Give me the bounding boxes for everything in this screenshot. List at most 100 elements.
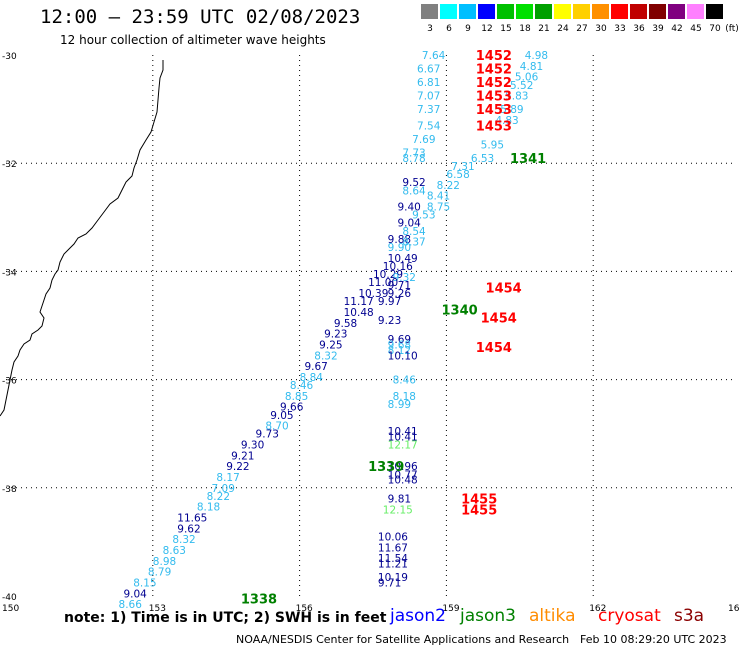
wave-height-label: 8.78 bbox=[402, 153, 425, 165]
wave-height-label: 9.26 bbox=[388, 288, 412, 300]
legend-note: note: 1) Time is in UTC; 2) SWH is in fe… bbox=[64, 610, 387, 626]
lon-tick-label: 153 bbox=[149, 604, 166, 614]
wave-height-label: 9.62 bbox=[177, 523, 200, 535]
wave-height-label: 8.17 bbox=[216, 472, 239, 484]
scale-swatch bbox=[592, 4, 609, 19]
wave-height-label: 9.04 bbox=[123, 588, 147, 600]
wave-height-label: 8.85 bbox=[285, 391, 308, 403]
legend-jason2: jason2 bbox=[390, 606, 446, 626]
scale-label: 15 bbox=[500, 24, 512, 34]
wave-height-label: 9.25 bbox=[319, 339, 342, 351]
axis-labels: 150 153 156 159 162 165 -30 -32 -34 -36 -38 -40 bbox=[2, 52, 740, 614]
wave-height-label: 7.37 bbox=[417, 104, 440, 116]
scale-swatch bbox=[421, 4, 438, 19]
wave-height-label: 10.49 bbox=[388, 253, 418, 265]
pass-time-label: 1340 bbox=[442, 303, 478, 318]
scale-swatch bbox=[535, 4, 552, 19]
wave-height-label: 7.64 bbox=[422, 50, 446, 62]
wave-height-label: 7.54 bbox=[417, 120, 441, 132]
scale-swatch bbox=[497, 4, 514, 19]
lat-tick-label: -30 bbox=[2, 52, 17, 62]
wave-height-label: 10.41 bbox=[388, 431, 418, 443]
wave-height-label: 10.06 bbox=[378, 531, 408, 543]
scale-label: 12 bbox=[481, 24, 493, 34]
scale-swatch bbox=[706, 4, 723, 19]
lon-tick-label: 159 bbox=[442, 604, 459, 614]
lat-lon-grid bbox=[6, 55, 734, 596]
scale-label: 39 bbox=[652, 24, 664, 34]
wave-height-label: 12.17 bbox=[388, 440, 418, 452]
wave-height-label: 7.69 bbox=[412, 134, 435, 146]
wave-height-label: 7.31 bbox=[451, 161, 474, 173]
wave-height-label: 8.37 bbox=[402, 237, 425, 249]
pass-time-label: 1453 bbox=[476, 90, 512, 105]
pass-time-label: 1455 bbox=[461, 493, 497, 508]
lon-tick-label: 162 bbox=[589, 604, 606, 614]
scale-swatch bbox=[611, 4, 628, 19]
lat-tick-label: -32 bbox=[2, 160, 17, 170]
wave-height-label: 9.04 bbox=[397, 218, 421, 230]
scale-label: 70 bbox=[709, 24, 721, 34]
wave-height-label: 9.22 bbox=[226, 461, 249, 473]
scale-label: 21 bbox=[538, 24, 550, 34]
wave-height-label: 8.66 bbox=[119, 599, 143, 611]
wave-height-label: 4.98 bbox=[525, 50, 548, 62]
wave-height-label: 5.95 bbox=[481, 139, 504, 151]
wave-height-label: 4.83 bbox=[495, 115, 518, 127]
wave-height-label: 7.73 bbox=[402, 147, 425, 159]
footer-timestamp: Feb 10 08:29:20 UTC 2023 bbox=[580, 633, 727, 646]
wave-height-label: 9.30 bbox=[241, 440, 264, 452]
wave-height-label: 9.23 bbox=[378, 315, 401, 327]
wave-height-label: 10.96 bbox=[388, 461, 418, 473]
wave-height-label: 8.98 bbox=[153, 556, 176, 568]
scale-label: 36 bbox=[633, 24, 645, 34]
map-title: 12:00 — 23:59 UTC 02/08/2023 bbox=[40, 6, 361, 28]
wave-height-label: 10.48 bbox=[388, 475, 418, 487]
wave-height-label: 11.00 bbox=[368, 277, 398, 289]
wave-height-label: 10.39 bbox=[358, 288, 388, 300]
wave-height-label: 11.54 bbox=[378, 553, 408, 565]
wave-height-label: 9.52 bbox=[402, 177, 425, 189]
wave-height-label: 9.05 bbox=[270, 410, 293, 422]
legend-cryosat: cryosat bbox=[598, 606, 661, 626]
wave-height-label: 8.64 bbox=[402, 185, 426, 197]
wave-height-label: 10.29 bbox=[373, 269, 403, 281]
wave-height-label: 11.65 bbox=[177, 513, 207, 525]
wave-height-label: 12.15 bbox=[383, 504, 413, 516]
pass-time-label: 1453 bbox=[476, 103, 512, 118]
pass-time-label: 1455 bbox=[461, 503, 497, 518]
pass-time-label: 1338 bbox=[241, 593, 277, 608]
wave-height-label: 8.75 bbox=[427, 201, 450, 213]
lon-tick-label: 165 bbox=[728, 604, 740, 614]
wave-height-label: 9.90 bbox=[388, 242, 411, 254]
wave-height-label: 5.06 bbox=[515, 72, 539, 84]
wave-height-label: 8.46 bbox=[290, 380, 314, 392]
pass-time-label: 1454 bbox=[481, 311, 517, 326]
wave-height-label: 9.73 bbox=[256, 429, 279, 441]
map-subtitle: 12 hour collection of altimeter wave hei… bbox=[60, 33, 326, 47]
wave-height-label: 9.68 bbox=[388, 339, 411, 351]
scale-label: 3 bbox=[427, 24, 433, 34]
scale-label: 9 bbox=[465, 24, 471, 34]
wave-height-label: 8.54 bbox=[402, 226, 426, 238]
wave-height-label: 8.18 bbox=[197, 502, 220, 514]
wave-height-label: 10.10 bbox=[388, 350, 418, 362]
scale-swatch bbox=[516, 4, 533, 19]
pass-time-label: 1452 bbox=[476, 76, 512, 91]
pass-time-label: 1452 bbox=[476, 49, 512, 64]
wave-height-label: 10.16 bbox=[383, 261, 413, 273]
scale-label: 42 bbox=[671, 24, 683, 34]
scale-swatch bbox=[649, 4, 666, 19]
wave-height-label: 5.83 bbox=[505, 91, 528, 103]
pass-time-label: 1453 bbox=[476, 119, 512, 134]
scale-label: 24 bbox=[557, 24, 569, 34]
wave-height-label: 11.17 bbox=[344, 296, 374, 308]
wave-height-label: 8.46 bbox=[393, 375, 417, 387]
scale-swatch bbox=[687, 4, 704, 19]
wave-height-label: 9.21 bbox=[231, 450, 254, 462]
wave-height-label: 8.84 bbox=[300, 372, 324, 384]
scale-label: 45 bbox=[690, 24, 702, 34]
wave-height-label: 6.81 bbox=[417, 77, 440, 89]
lat-tick-label: -38 bbox=[2, 485, 17, 495]
